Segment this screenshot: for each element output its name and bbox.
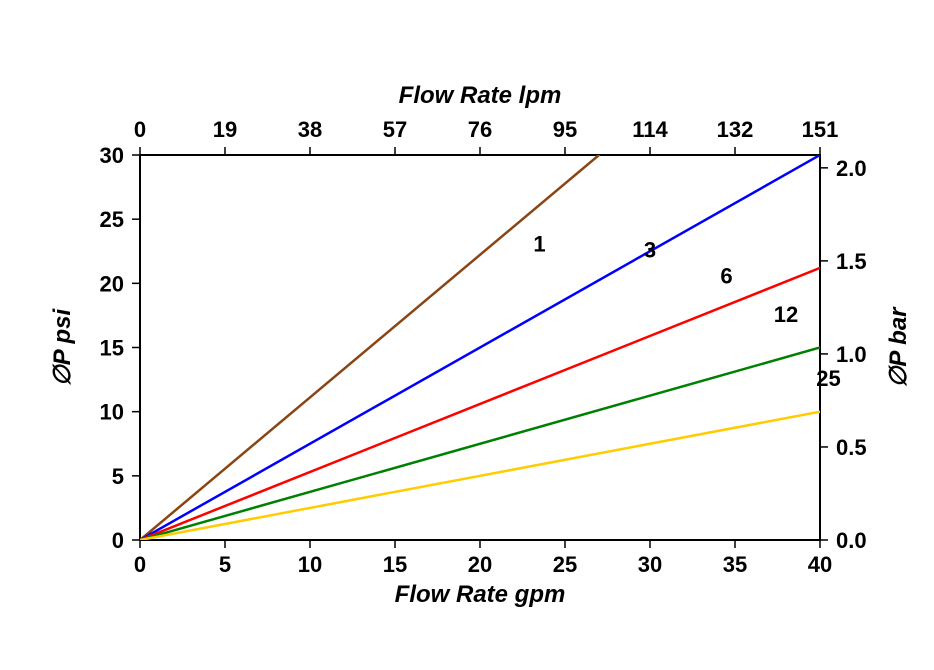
svg-text:15: 15 xyxy=(383,552,407,577)
svg-text:Flow Rate gpm: Flow Rate gpm xyxy=(395,581,566,608)
svg-text:35: 35 xyxy=(723,552,747,577)
svg-text:30: 30 xyxy=(638,552,662,577)
svg-text:1.5: 1.5 xyxy=(836,249,867,274)
svg-text:30: 30 xyxy=(100,143,124,168)
svg-text:0.5: 0.5 xyxy=(836,435,867,460)
svg-text:114: 114 xyxy=(632,117,668,142)
svg-text:1: 1 xyxy=(533,231,545,256)
pressure-flow-chart: 0510152025303540Flow Rate gpm01938577695… xyxy=(0,0,934,670)
svg-text:0.0: 0.0 xyxy=(836,528,867,553)
svg-text:25: 25 xyxy=(816,366,840,391)
svg-text:6: 6 xyxy=(720,263,732,288)
svg-text:25: 25 xyxy=(553,552,577,577)
svg-text:10: 10 xyxy=(298,552,322,577)
svg-text:19: 19 xyxy=(213,117,237,142)
svg-text:20: 20 xyxy=(100,271,124,296)
svg-text:1.0: 1.0 xyxy=(836,342,867,367)
svg-text:∅P bar: ∅P bar xyxy=(885,306,912,388)
svg-text:40: 40 xyxy=(808,552,832,577)
svg-text:12: 12 xyxy=(774,302,798,327)
svg-text:0: 0 xyxy=(112,528,124,553)
svg-text:5: 5 xyxy=(219,552,231,577)
svg-text:∅P psi: ∅P psi xyxy=(49,307,76,386)
chart-svg: 0510152025303540Flow Rate gpm01938577695… xyxy=(0,0,934,670)
svg-text:76: 76 xyxy=(468,117,492,142)
svg-text:132: 132 xyxy=(717,117,754,142)
svg-text:0: 0 xyxy=(134,552,146,577)
svg-text:20: 20 xyxy=(468,552,492,577)
svg-text:151: 151 xyxy=(802,117,839,142)
svg-text:15: 15 xyxy=(100,336,124,361)
svg-text:95: 95 xyxy=(553,117,577,142)
svg-text:57: 57 xyxy=(383,117,407,142)
svg-text:2.0: 2.0 xyxy=(836,156,867,181)
svg-text:5: 5 xyxy=(112,464,124,489)
svg-text:38: 38 xyxy=(298,117,322,142)
svg-text:10: 10 xyxy=(100,400,124,425)
svg-text:Flow Rate lpm: Flow Rate lpm xyxy=(399,82,562,109)
svg-text:3: 3 xyxy=(644,238,656,263)
svg-text:25: 25 xyxy=(100,207,124,232)
svg-text:0: 0 xyxy=(134,117,146,142)
